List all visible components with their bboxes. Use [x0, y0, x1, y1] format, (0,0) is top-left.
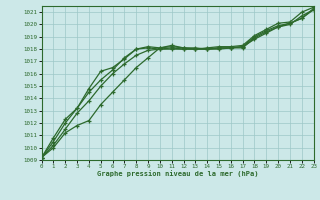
X-axis label: Graphe pression niveau de la mer (hPa): Graphe pression niveau de la mer (hPa) — [97, 171, 258, 177]
